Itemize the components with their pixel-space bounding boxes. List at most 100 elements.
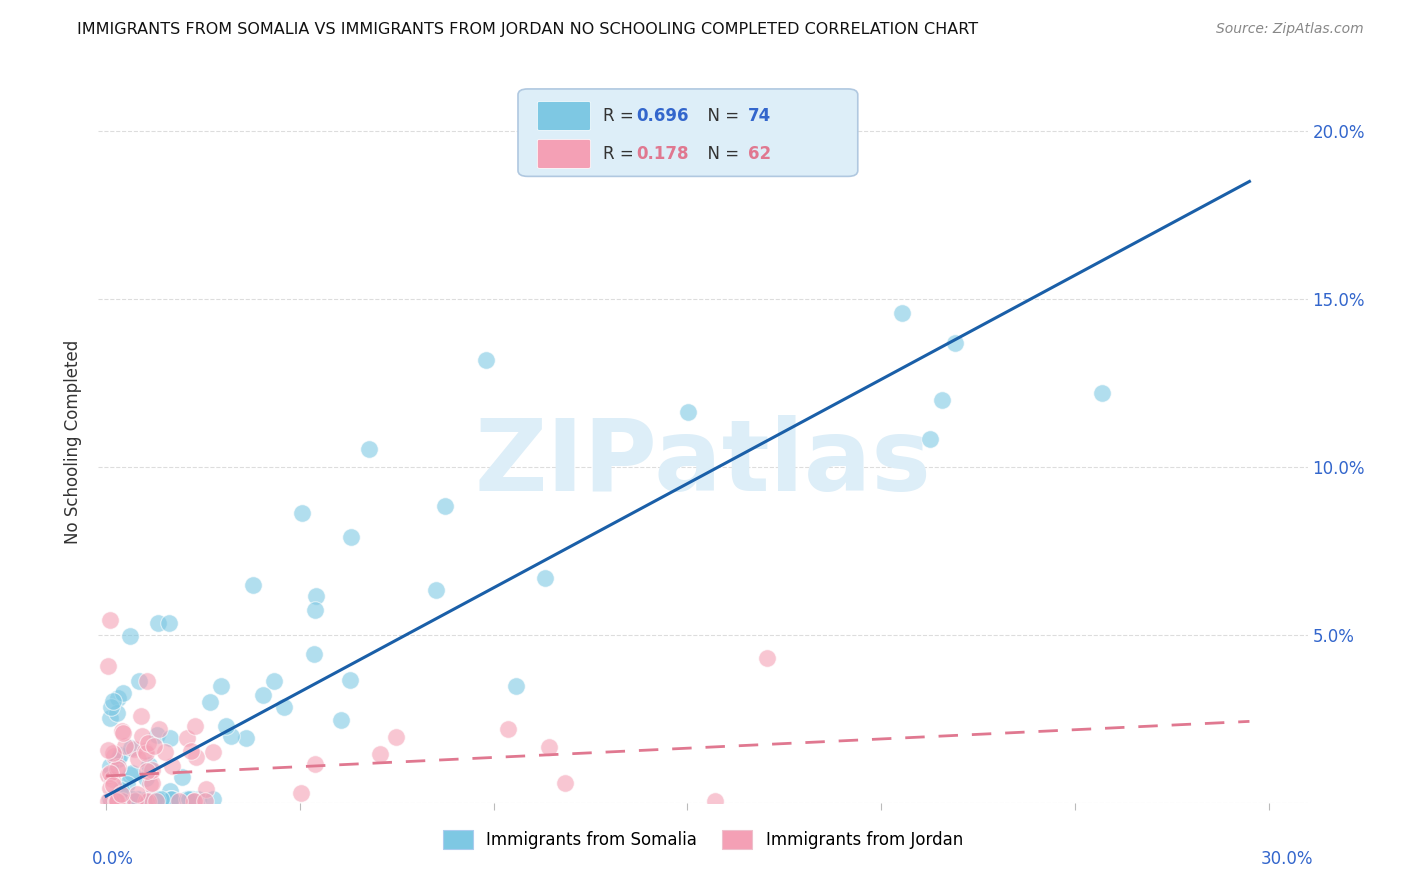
Point xyxy=(110,787,132,801)
Point xyxy=(105,762,128,776)
Text: 0.696: 0.696 xyxy=(637,107,689,125)
Point xyxy=(176,792,198,806)
Point xyxy=(145,728,167,742)
Text: R =: R = xyxy=(603,145,638,163)
Point xyxy=(134,744,156,758)
Text: IMMIGRANTS FROM SOMALIA VS IMMIGRANTS FROM JORDAN NO SCHOOLING COMPLETED CORRELA: IMMIGRANTS FROM SOMALIA VS IMMIGRANTS FR… xyxy=(77,22,979,37)
Y-axis label: No Schooling Completed: No Schooling Completed xyxy=(65,340,83,543)
Point xyxy=(124,794,146,808)
Text: 30.0%: 30.0% xyxy=(1261,850,1313,868)
Point xyxy=(176,731,198,745)
Legend: Immigrants from Somalia, Immigrants from Jordan: Immigrants from Somalia, Immigrants from… xyxy=(436,823,970,856)
Point xyxy=(121,741,143,756)
Point xyxy=(136,673,159,688)
Point xyxy=(235,731,257,745)
Point xyxy=(153,745,176,759)
Point xyxy=(242,578,264,592)
Point xyxy=(177,792,200,806)
Point xyxy=(129,708,152,723)
Text: N =: N = xyxy=(697,107,744,125)
Point xyxy=(148,723,170,737)
Point xyxy=(98,781,121,796)
Point xyxy=(169,794,191,808)
Point xyxy=(97,768,120,782)
Point xyxy=(111,724,134,739)
Point xyxy=(339,530,361,544)
Point xyxy=(125,787,148,801)
Point xyxy=(160,759,183,773)
Point xyxy=(195,782,218,797)
Point xyxy=(98,792,121,806)
Point xyxy=(534,571,557,585)
Point xyxy=(111,725,134,739)
Point xyxy=(104,792,127,806)
Point xyxy=(111,792,134,806)
Point xyxy=(183,794,205,808)
Point xyxy=(150,791,173,805)
Point xyxy=(107,751,129,765)
Point xyxy=(105,794,128,808)
Point xyxy=(215,719,238,733)
Point xyxy=(122,742,145,756)
Point xyxy=(107,690,129,705)
Point xyxy=(1091,385,1114,400)
Text: 0.0%: 0.0% xyxy=(93,850,134,868)
Point xyxy=(139,777,162,791)
Point xyxy=(368,747,391,761)
Point xyxy=(98,766,121,780)
Point xyxy=(135,792,157,806)
Point xyxy=(433,500,456,514)
Point xyxy=(304,757,326,772)
Point xyxy=(425,583,447,598)
Text: Source: ZipAtlas.com: Source: ZipAtlas.com xyxy=(1216,22,1364,37)
Point xyxy=(184,719,207,733)
Point xyxy=(111,686,134,700)
Point xyxy=(97,742,120,756)
Point xyxy=(183,794,205,808)
Point xyxy=(273,700,295,714)
Text: N =: N = xyxy=(697,145,744,163)
Point xyxy=(98,759,121,773)
Point xyxy=(108,792,131,806)
Point xyxy=(110,783,132,797)
Point xyxy=(475,353,498,368)
Point xyxy=(120,629,142,643)
Point xyxy=(103,694,125,708)
Point xyxy=(931,392,953,407)
Point xyxy=(160,792,183,806)
Text: 0.178: 0.178 xyxy=(637,145,689,163)
Point xyxy=(111,794,134,808)
Point xyxy=(194,794,217,808)
Point xyxy=(357,442,380,456)
Point xyxy=(108,747,131,762)
Point xyxy=(756,651,779,665)
Point xyxy=(136,794,159,808)
Point xyxy=(135,771,157,785)
Text: ZIPatlas: ZIPatlas xyxy=(475,415,931,512)
Point xyxy=(187,792,209,806)
Point xyxy=(103,749,125,764)
Point xyxy=(202,792,225,806)
Point xyxy=(127,752,149,766)
Point xyxy=(127,792,149,806)
Point xyxy=(339,673,361,688)
Point xyxy=(141,776,163,790)
Point xyxy=(209,679,232,693)
Point xyxy=(135,794,157,808)
Point xyxy=(159,792,181,806)
FancyBboxPatch shape xyxy=(537,102,591,130)
Point xyxy=(219,729,242,743)
Point xyxy=(678,405,700,419)
Point xyxy=(131,729,153,743)
Point xyxy=(291,507,314,521)
FancyBboxPatch shape xyxy=(537,139,591,169)
Point xyxy=(181,792,204,806)
Point xyxy=(943,336,966,351)
Point xyxy=(141,764,163,778)
Point xyxy=(135,764,157,779)
Point xyxy=(160,792,183,806)
Point xyxy=(159,731,181,745)
Point xyxy=(498,723,520,737)
Point xyxy=(97,659,120,673)
Point xyxy=(290,786,312,800)
